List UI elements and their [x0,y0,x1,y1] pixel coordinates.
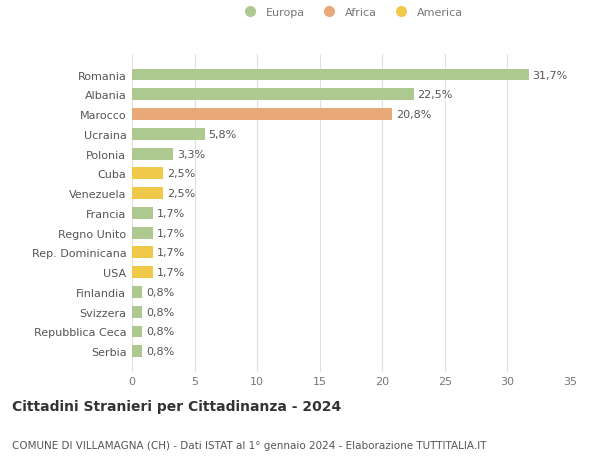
Text: 0,8%: 0,8% [146,347,174,357]
Bar [132,89,413,101]
Bar [132,148,173,160]
Text: 0,8%: 0,8% [146,327,174,337]
Text: 0,8%: 0,8% [146,307,174,317]
Text: 20,8%: 20,8% [396,110,431,120]
Bar [132,326,142,338]
Bar [132,267,153,279]
Legend: Europa, Africa, America: Europa, Africa, America [235,4,467,22]
Bar [132,109,392,121]
Bar [132,168,163,180]
Text: 1,7%: 1,7% [157,248,185,258]
Text: 1,7%: 1,7% [157,208,185,218]
Bar [132,346,142,358]
Bar [132,247,153,259]
Text: 31,7%: 31,7% [532,70,568,80]
Bar [132,227,153,239]
Text: 1,7%: 1,7% [157,268,185,278]
Bar [132,188,163,200]
Text: 0,8%: 0,8% [146,287,174,297]
Bar [132,69,529,81]
Bar [132,306,142,318]
Text: 22,5%: 22,5% [418,90,453,100]
Text: 1,7%: 1,7% [157,228,185,238]
Text: Cittadini Stranieri per Cittadinanza - 2024: Cittadini Stranieri per Cittadinanza - 2… [12,399,341,413]
Bar [132,129,205,140]
Text: 2,5%: 2,5% [167,189,195,199]
Bar [132,286,142,298]
Text: COMUNE DI VILLAMAGNA (CH) - Dati ISTAT al 1° gennaio 2024 - Elaborazione TUTTITA: COMUNE DI VILLAMAGNA (CH) - Dati ISTAT a… [12,440,487,450]
Bar [132,207,153,219]
Text: 5,8%: 5,8% [208,129,236,140]
Text: 2,5%: 2,5% [167,169,195,179]
Text: 3,3%: 3,3% [177,149,205,159]
